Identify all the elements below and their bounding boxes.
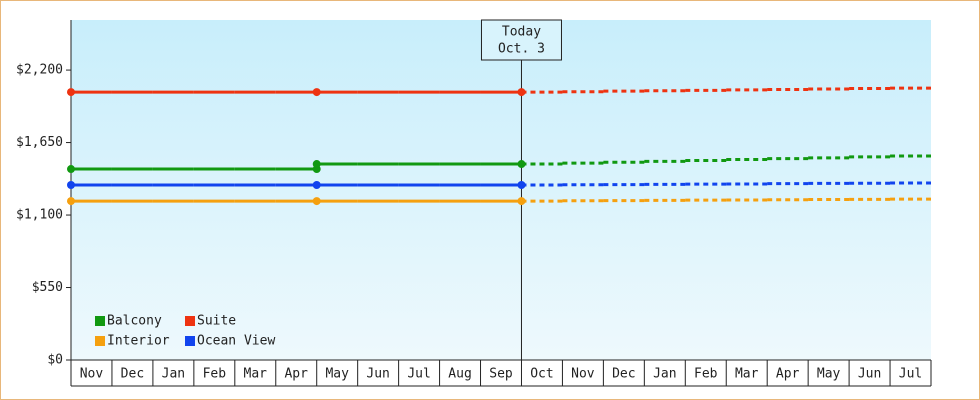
legend-swatch (185, 316, 195, 326)
today-label: Today (502, 25, 541, 40)
x-tick-label: Dec (121, 367, 144, 382)
x-tick-label: Jan (653, 367, 676, 382)
x-tick-label: Aug (448, 367, 471, 382)
x-tick-label: Jul (407, 367, 430, 382)
x-tick-label: Dec (612, 367, 635, 382)
plot-area (71, 20, 931, 360)
x-tick-label: Apr (284, 367, 308, 382)
point (67, 197, 75, 206)
point (517, 180, 526, 189)
point (67, 88, 75, 97)
y-tick-label: $1,650 (16, 135, 63, 150)
legend-label: Interior (107, 334, 170, 349)
x-tick-label: Apr (776, 367, 800, 382)
y-tick-label: $550 (32, 280, 63, 295)
x-tick-label: Jun (858, 367, 881, 382)
y-tick-label: $1,100 (16, 208, 63, 223)
legend-swatch (185, 336, 195, 346)
x-tick-label: May (817, 367, 841, 382)
point (67, 180, 75, 189)
point (517, 197, 526, 206)
legend-swatch (95, 336, 105, 346)
point (517, 160, 526, 169)
x-tick-label: Feb (203, 367, 227, 382)
x-tick-label: Oct (530, 367, 553, 382)
legend-label: Balcony (107, 314, 162, 329)
x-tick-label: May (325, 367, 349, 382)
x-tick-label: Nov (571, 367, 595, 382)
x-tick-label: Jun (366, 367, 389, 382)
y-tick-label: $0 (47, 353, 63, 368)
today-box (480, 19, 562, 61)
point (67, 165, 75, 174)
x-tick-label: Feb (694, 367, 718, 382)
x-tick-label: Mar (244, 367, 268, 382)
point (517, 88, 526, 97)
x-tick-label: Nov (80, 367, 104, 382)
point (312, 197, 321, 206)
y-tick-label: $2,200 (16, 63, 63, 78)
x-tick-label: Mar (735, 367, 759, 382)
x-tick-label: Jan (162, 367, 185, 382)
x-tick-label: Jul (899, 367, 922, 382)
legend-label: Suite (197, 314, 236, 329)
legend-label: Ocean View (197, 334, 275, 349)
today-label: Oct. 3 (498, 42, 545, 57)
point (312, 88, 321, 97)
point (312, 180, 321, 189)
point (312, 160, 321, 169)
legend-swatch (95, 316, 105, 326)
x-tick-label: Sep (489, 367, 513, 382)
